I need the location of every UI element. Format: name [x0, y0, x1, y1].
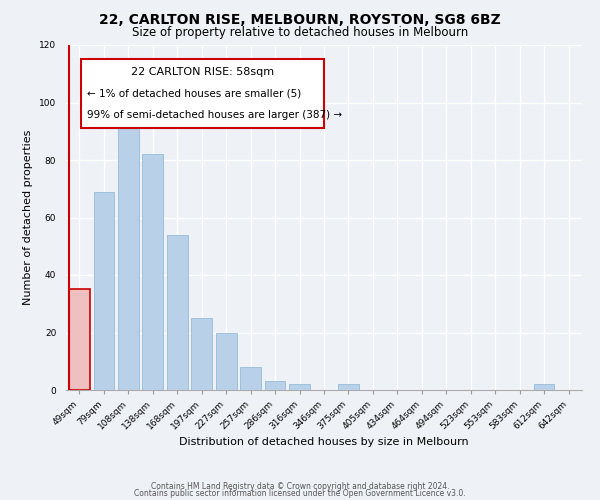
Bar: [289, 384, 310, 390]
Text: 22, CARLTON RISE, MELBOURN, ROYSTON, SG8 6BZ: 22, CARLTON RISE, MELBOURN, ROYSTON, SG8…: [99, 12, 501, 26]
FancyBboxPatch shape: [82, 59, 324, 128]
Bar: [534, 384, 554, 390]
Bar: [167, 235, 188, 390]
Text: ← 1% of detached houses are smaller (5): ← 1% of detached houses are smaller (5): [86, 89, 301, 99]
Bar: [216, 332, 236, 390]
X-axis label: Distribution of detached houses by size in Melbourn: Distribution of detached houses by size …: [179, 436, 469, 446]
Text: Contains public sector information licensed under the Open Government Licence v3: Contains public sector information licen…: [134, 489, 466, 498]
Bar: [191, 318, 212, 390]
Text: 99% of semi-detached houses are larger (387) →: 99% of semi-detached houses are larger (…: [86, 110, 342, 120]
Bar: [338, 384, 359, 390]
Bar: [142, 154, 163, 390]
Bar: [265, 382, 286, 390]
Bar: [240, 367, 261, 390]
Bar: [94, 192, 114, 390]
Text: Size of property relative to detached houses in Melbourn: Size of property relative to detached ho…: [132, 26, 468, 39]
Bar: [69, 290, 90, 390]
Text: 22 CARLTON RISE: 58sqm: 22 CARLTON RISE: 58sqm: [131, 68, 274, 78]
Bar: [118, 120, 139, 390]
Text: Contains HM Land Registry data © Crown copyright and database right 2024.: Contains HM Land Registry data © Crown c…: [151, 482, 449, 491]
Y-axis label: Number of detached properties: Number of detached properties: [23, 130, 34, 305]
